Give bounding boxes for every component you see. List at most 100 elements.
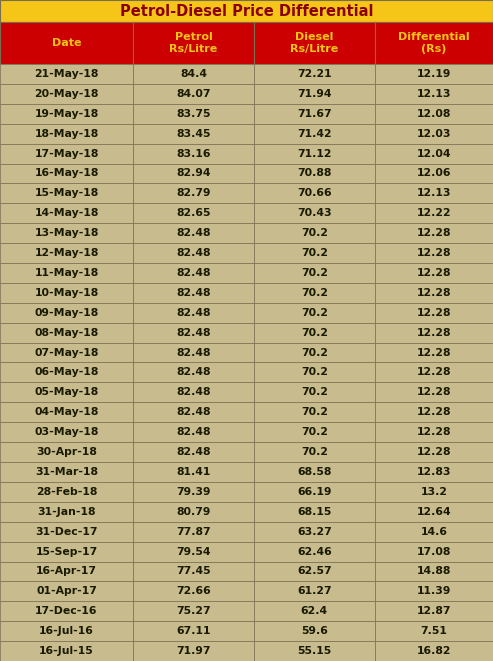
Text: 71.67: 71.67 bbox=[297, 109, 332, 119]
Bar bbox=[254, 422, 375, 442]
Text: 79.54: 79.54 bbox=[176, 547, 211, 557]
Text: 82.48: 82.48 bbox=[176, 308, 211, 318]
Text: 70.43: 70.43 bbox=[297, 208, 332, 218]
Bar bbox=[133, 462, 254, 482]
Text: 71.97: 71.97 bbox=[176, 646, 211, 656]
Bar bbox=[254, 283, 375, 303]
Text: 16-Apr-17: 16-Apr-17 bbox=[36, 566, 97, 576]
Text: Differential
(Rs): Differential (Rs) bbox=[398, 32, 470, 54]
Bar bbox=[0, 442, 133, 462]
Bar bbox=[375, 183, 493, 204]
Text: 66.19: 66.19 bbox=[297, 487, 331, 497]
Text: 12.03: 12.03 bbox=[417, 129, 451, 139]
Bar bbox=[133, 183, 254, 204]
Text: 10-May-18: 10-May-18 bbox=[35, 288, 99, 298]
Bar bbox=[375, 602, 493, 621]
Text: 06-May-18: 06-May-18 bbox=[35, 368, 99, 377]
Text: Petrol-Diesel Price Differential: Petrol-Diesel Price Differential bbox=[120, 3, 373, 19]
Bar bbox=[0, 522, 133, 541]
Bar bbox=[375, 163, 493, 183]
Text: 15-May-18: 15-May-18 bbox=[35, 188, 99, 198]
Bar bbox=[375, 143, 493, 163]
Bar bbox=[133, 442, 254, 462]
Text: 17.08: 17.08 bbox=[417, 547, 451, 557]
Bar bbox=[375, 124, 493, 143]
Bar bbox=[375, 502, 493, 522]
Bar bbox=[375, 22, 493, 64]
Text: 84.4: 84.4 bbox=[180, 69, 207, 79]
Bar bbox=[254, 22, 375, 64]
Text: 62.46: 62.46 bbox=[297, 547, 332, 557]
Bar bbox=[375, 383, 493, 403]
Text: 20-May-18: 20-May-18 bbox=[35, 89, 99, 99]
Text: 15-Sep-17: 15-Sep-17 bbox=[35, 547, 98, 557]
Bar bbox=[254, 342, 375, 362]
Bar bbox=[0, 124, 133, 143]
Text: 70.2: 70.2 bbox=[301, 308, 328, 318]
Bar bbox=[375, 223, 493, 243]
Text: 12.22: 12.22 bbox=[417, 208, 451, 218]
Bar bbox=[133, 243, 254, 263]
Text: 77.45: 77.45 bbox=[176, 566, 211, 576]
Text: 59.6: 59.6 bbox=[301, 626, 328, 636]
Bar bbox=[0, 403, 133, 422]
Bar bbox=[375, 104, 493, 124]
Bar bbox=[133, 403, 254, 422]
Bar bbox=[133, 362, 254, 383]
Text: 12-May-18: 12-May-18 bbox=[35, 248, 99, 258]
Text: 82.48: 82.48 bbox=[176, 368, 211, 377]
Bar bbox=[375, 84, 493, 104]
Text: 16-Jul-15: 16-Jul-15 bbox=[39, 646, 94, 656]
Bar bbox=[0, 621, 133, 641]
Text: 16-May-18: 16-May-18 bbox=[35, 169, 99, 178]
Text: 62.57: 62.57 bbox=[297, 566, 332, 576]
Text: 12.28: 12.28 bbox=[417, 368, 451, 377]
Text: 12.13: 12.13 bbox=[417, 89, 451, 99]
Bar bbox=[0, 204, 133, 223]
Text: 17-May-18: 17-May-18 bbox=[35, 149, 99, 159]
Text: 70.2: 70.2 bbox=[301, 368, 328, 377]
Bar bbox=[375, 482, 493, 502]
Text: 30-Apr-18: 30-Apr-18 bbox=[36, 447, 97, 457]
Text: 82.48: 82.48 bbox=[176, 407, 211, 417]
Bar bbox=[254, 204, 375, 223]
Text: 82.65: 82.65 bbox=[176, 208, 211, 218]
Text: Date: Date bbox=[52, 38, 81, 48]
Text: 11.39: 11.39 bbox=[417, 586, 451, 596]
Text: 14.88: 14.88 bbox=[417, 566, 451, 576]
Text: 83.45: 83.45 bbox=[176, 129, 211, 139]
Bar bbox=[0, 582, 133, 602]
Text: 83.75: 83.75 bbox=[176, 109, 211, 119]
Bar bbox=[375, 323, 493, 342]
Bar bbox=[254, 143, 375, 163]
Bar bbox=[0, 183, 133, 204]
Text: 7.51: 7.51 bbox=[421, 626, 447, 636]
Bar bbox=[133, 582, 254, 602]
Bar bbox=[0, 22, 133, 64]
Text: 72.66: 72.66 bbox=[176, 586, 211, 596]
Bar bbox=[254, 621, 375, 641]
Text: 09-May-18: 09-May-18 bbox=[35, 308, 99, 318]
Bar bbox=[0, 342, 133, 362]
Bar bbox=[254, 383, 375, 403]
Text: 82.48: 82.48 bbox=[176, 328, 211, 338]
Bar bbox=[0, 163, 133, 183]
Text: 82.48: 82.48 bbox=[176, 288, 211, 298]
Text: 82.48: 82.48 bbox=[176, 228, 211, 238]
Text: 67.11: 67.11 bbox=[176, 626, 211, 636]
Bar bbox=[375, 204, 493, 223]
Bar bbox=[133, 342, 254, 362]
Text: Diesel
Rs/Litre: Diesel Rs/Litre bbox=[290, 32, 338, 54]
Text: 12.13: 12.13 bbox=[417, 188, 451, 198]
Text: 31-Dec-17: 31-Dec-17 bbox=[35, 527, 98, 537]
Text: 21-May-18: 21-May-18 bbox=[35, 69, 99, 79]
Text: 12.83: 12.83 bbox=[417, 467, 451, 477]
Bar bbox=[0, 143, 133, 163]
Bar bbox=[133, 22, 254, 64]
Bar bbox=[133, 163, 254, 183]
Text: 12.28: 12.28 bbox=[417, 288, 451, 298]
Bar bbox=[254, 183, 375, 204]
Bar bbox=[254, 582, 375, 602]
Text: 70.2: 70.2 bbox=[301, 288, 328, 298]
Bar bbox=[375, 621, 493, 641]
